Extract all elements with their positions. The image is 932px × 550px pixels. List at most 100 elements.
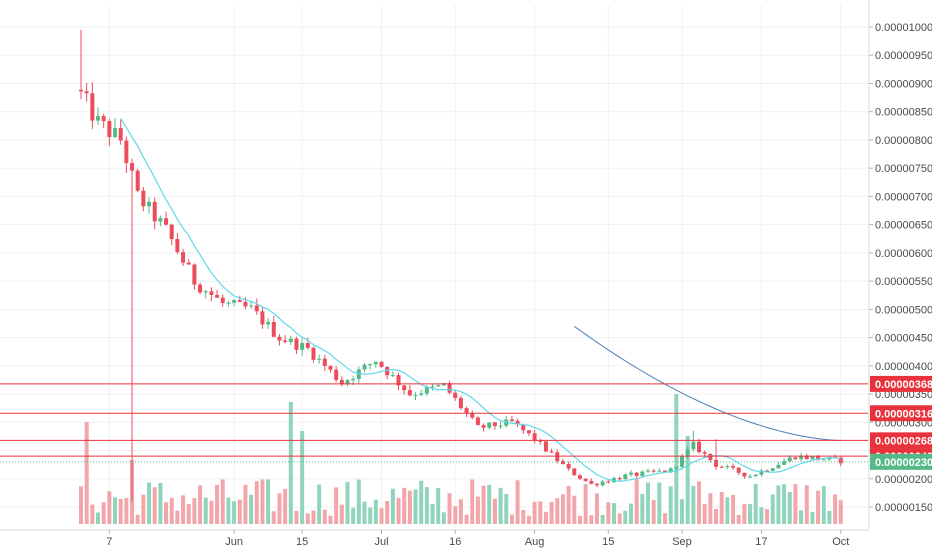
volume-bar <box>719 492 724 524</box>
volume-bar <box>215 484 220 524</box>
volume-bar <box>271 511 276 524</box>
candle-body <box>118 128 123 141</box>
candle-body <box>532 433 537 441</box>
volume-bar <box>169 497 174 524</box>
volume-bar <box>736 515 741 524</box>
volume-bar <box>424 487 429 524</box>
time-tick-label: Jul <box>374 536 388 548</box>
volume-bar <box>515 480 520 524</box>
volume-bar <box>674 394 679 524</box>
volume-bar <box>328 515 333 524</box>
volume-bar <box>300 431 305 524</box>
volume-bar <box>413 489 418 524</box>
volume-bar <box>731 494 736 524</box>
time-tick-label: Aug <box>525 536 545 548</box>
volume-bar <box>577 515 582 524</box>
level-price-tag <box>870 432 932 449</box>
level-price-label: 0.00000368 <box>875 379 932 391</box>
candle-body <box>464 408 469 414</box>
volume-bar <box>725 497 730 524</box>
candle-body <box>685 449 690 456</box>
volume-bar <box>487 484 492 524</box>
volume-bar <box>532 501 537 524</box>
candle-body <box>294 338 299 350</box>
volume-bar <box>283 488 288 524</box>
candle-body <box>413 394 418 396</box>
candle-body <box>594 483 599 486</box>
volume-bar <box>566 486 571 524</box>
volume-bar <box>787 491 792 524</box>
candle-body <box>305 343 310 348</box>
volume-bar <box>311 510 316 524</box>
price-tick-label: 0.00000500 <box>875 304 932 316</box>
candle-body <box>220 297 225 304</box>
candle-body <box>379 361 384 367</box>
volume-bar <box>305 513 310 524</box>
candle-body <box>782 461 787 465</box>
volume-bar <box>555 498 560 524</box>
candle-body <box>192 264 197 285</box>
candle-body <box>266 321 271 325</box>
volume-bar <box>833 494 838 524</box>
candle-body <box>164 218 169 225</box>
candle-body <box>130 163 135 171</box>
candle-body <box>209 291 214 295</box>
candle-body <box>475 417 480 426</box>
candle-body <box>436 385 441 387</box>
volume-bar <box>691 485 696 524</box>
price-tick-label: 0.00000800 <box>875 135 932 147</box>
volume-bar <box>430 503 435 524</box>
volume-bar <box>838 500 843 524</box>
candle-body <box>317 358 322 360</box>
candle-body <box>470 413 475 418</box>
candle-body <box>90 93 95 121</box>
candle-body <box>101 116 106 122</box>
candle-body <box>243 301 248 307</box>
volume-bar <box>594 493 599 524</box>
volume-bar <box>572 495 577 524</box>
time-tick-label: 16 <box>449 536 461 548</box>
volume-bar <box>322 509 327 524</box>
candle-body <box>203 291 208 293</box>
volume-bar <box>504 493 509 524</box>
moving-average-long <box>573 325 841 441</box>
candle-body <box>356 369 361 379</box>
volume-bar <box>464 514 469 524</box>
candle-body <box>107 121 112 137</box>
volume-bar <box>628 503 633 524</box>
candle-body <box>549 451 554 453</box>
volume-bar <box>90 504 95 524</box>
volume-bar <box>288 402 293 524</box>
price-tick-label: 0.00000200 <box>875 474 932 486</box>
volume-bar <box>385 501 390 524</box>
volume-bar <box>498 487 503 524</box>
candle-body <box>526 430 531 434</box>
candle-body <box>538 440 543 442</box>
candle-body <box>742 472 747 477</box>
price-tick-label: 0.00000900 <box>875 78 932 90</box>
volume-bar <box>390 488 395 524</box>
candle-body <box>226 302 231 304</box>
time-tick-label: Jun <box>225 536 243 548</box>
candle-body <box>799 455 804 460</box>
volume-bar <box>475 496 480 524</box>
candle-body <box>611 478 616 483</box>
volume-bar <box>209 500 214 524</box>
candle-body <box>237 300 242 302</box>
candle-body <box>674 466 679 469</box>
volume-bar <box>135 514 140 524</box>
volume-bar <box>368 507 373 524</box>
volume-bar <box>243 484 248 524</box>
time-tick-label: Oct <box>832 536 849 548</box>
candle-body <box>407 390 412 396</box>
volume-bar <box>560 494 565 524</box>
volume-bar <box>152 487 157 524</box>
volume-bar <box>277 493 282 524</box>
candle-body <box>623 474 628 480</box>
time-tick-label: 15 <box>602 536 614 548</box>
candle-body <box>84 91 89 94</box>
candle-body <box>328 365 333 370</box>
volume-bar <box>685 436 690 524</box>
